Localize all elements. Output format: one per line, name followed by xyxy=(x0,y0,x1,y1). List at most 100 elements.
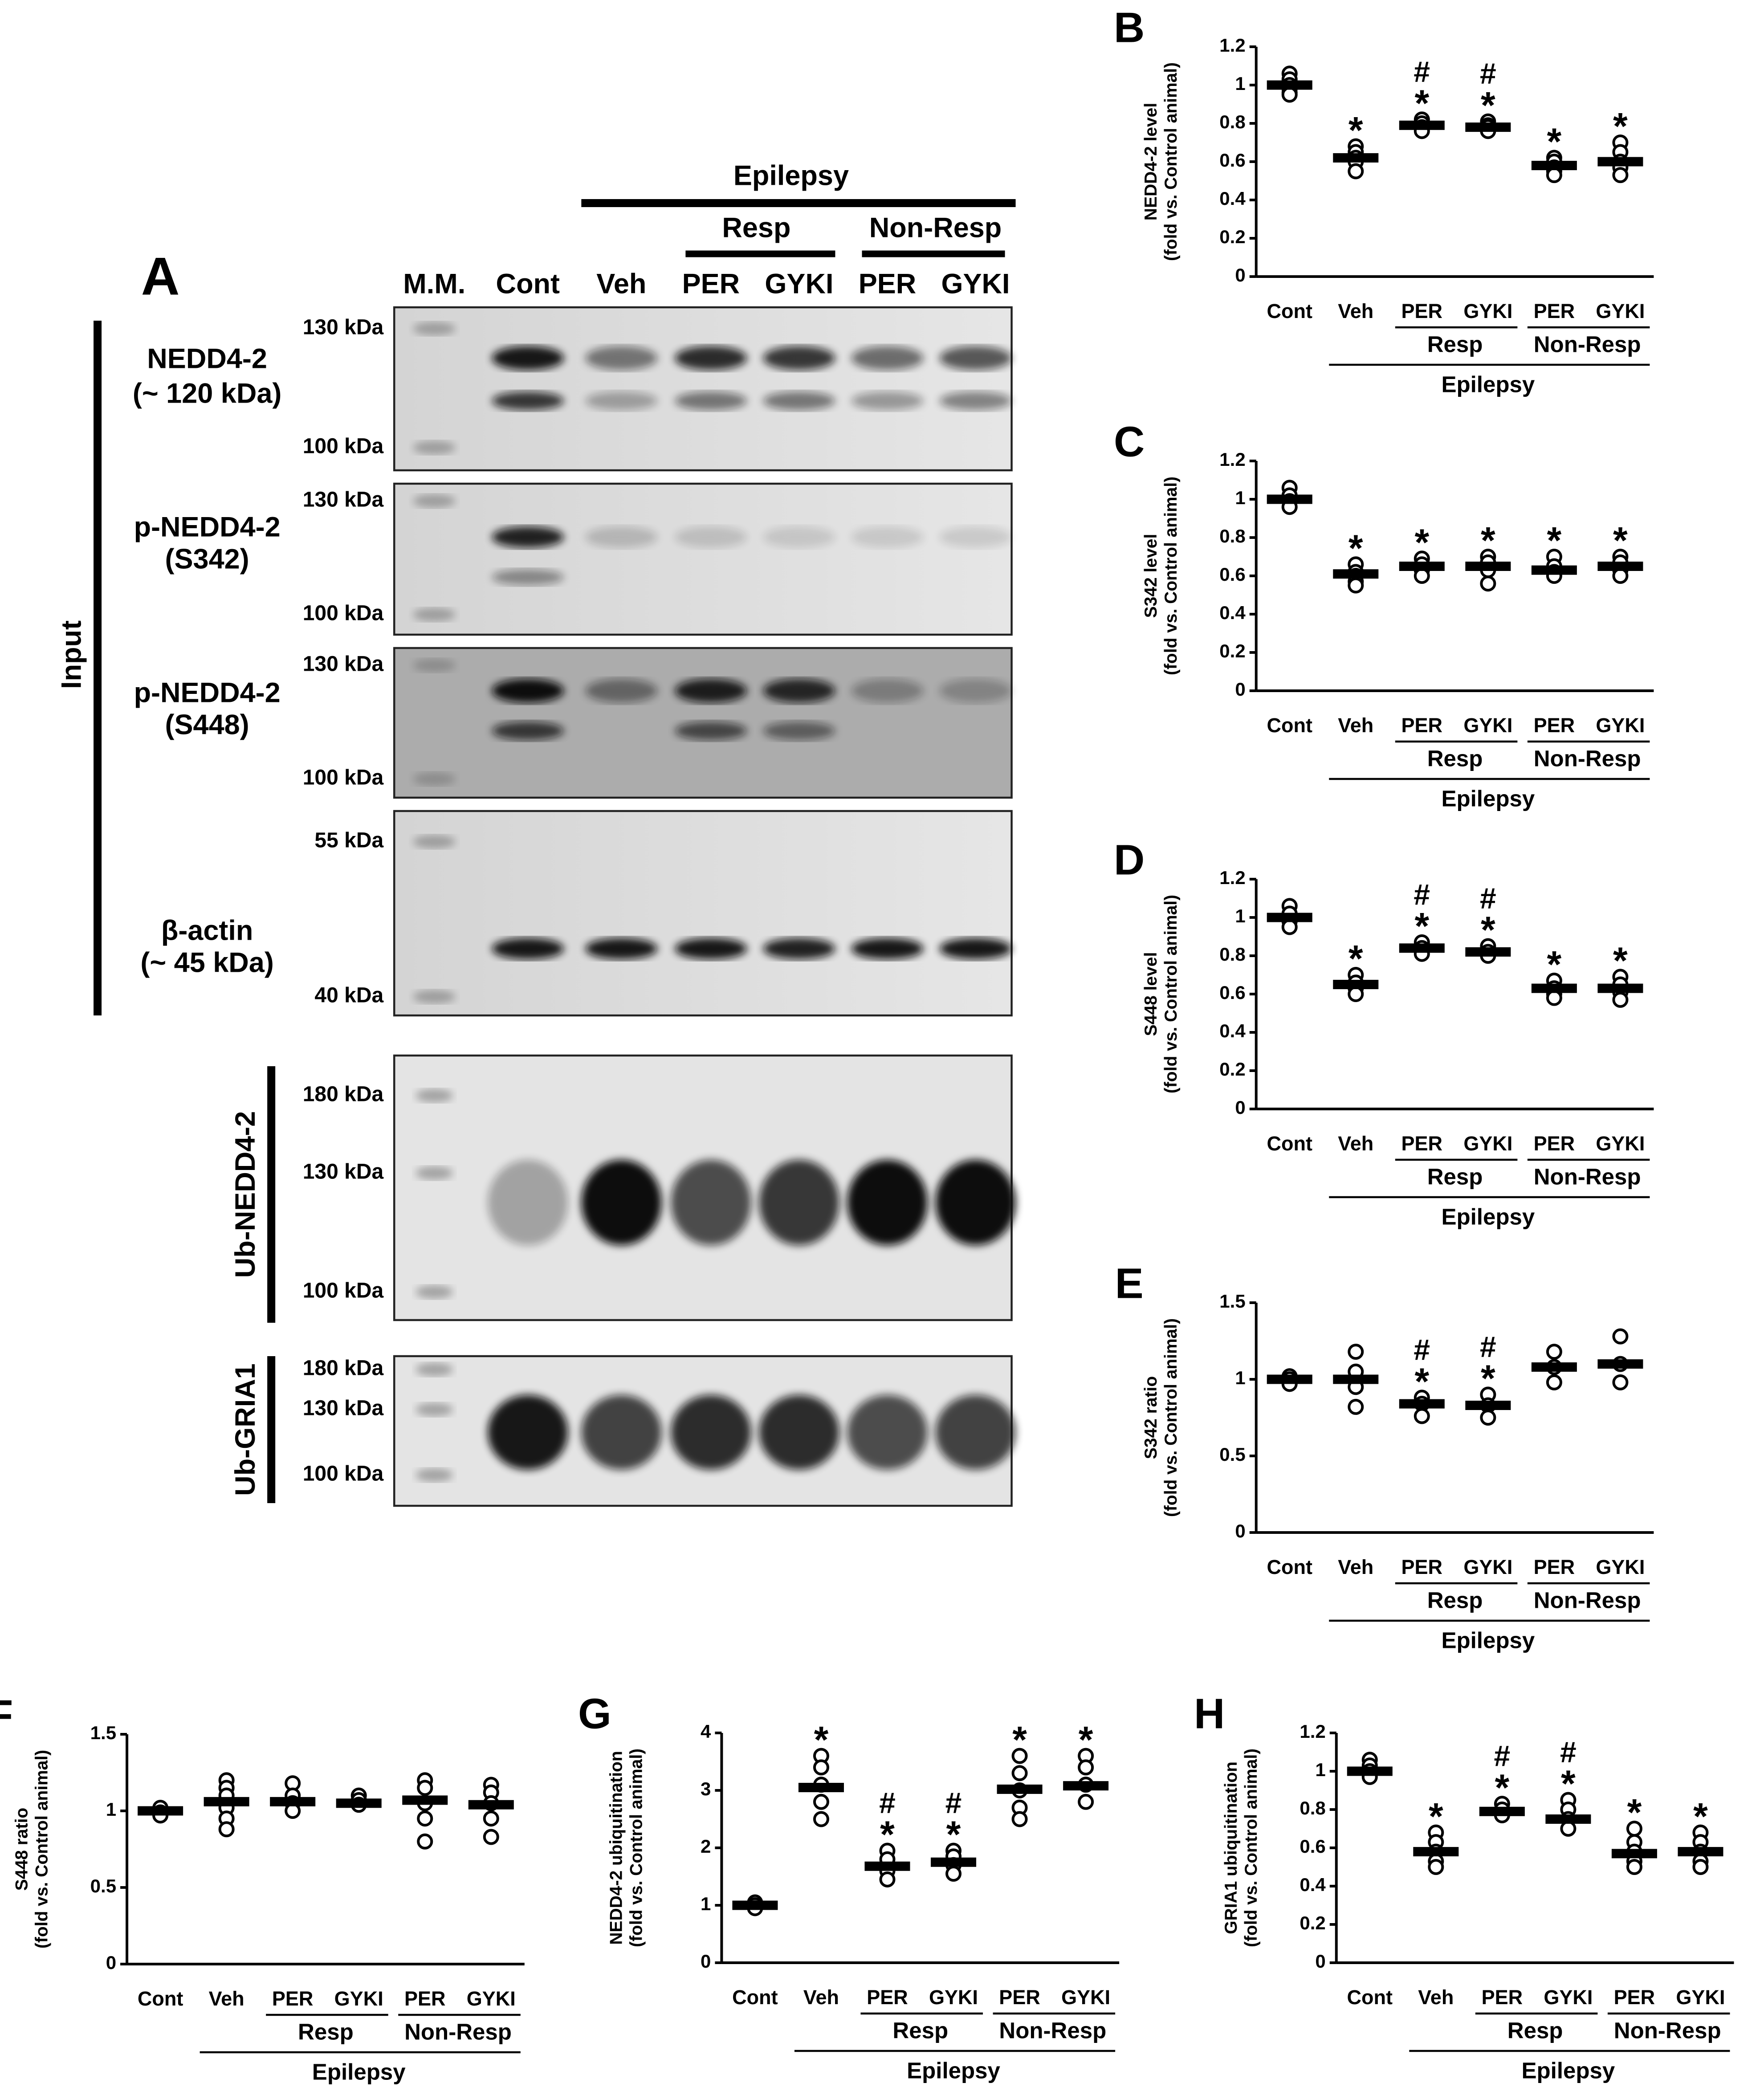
subgroup-label: Resp xyxy=(722,212,790,244)
group-label: Epilepsy xyxy=(1521,2058,1615,2083)
y-tick-label: 1 xyxy=(1315,1759,1325,1780)
y-tick-label: 0.8 xyxy=(1219,111,1245,132)
y-axis-label: (fold vs. Control animal) xyxy=(1161,62,1181,261)
protein-band xyxy=(585,391,658,410)
x-tick-label: GYKI xyxy=(1596,300,1645,322)
significance-star: * xyxy=(1495,1766,1509,1808)
row-label: p-NEDD4-2 xyxy=(134,512,281,543)
smear-band xyxy=(847,1395,928,1470)
protein-band xyxy=(585,938,658,959)
x-tick-label: GYKI xyxy=(1463,300,1512,322)
x-tick-label: PER xyxy=(404,1987,446,2010)
significance-hash: # xyxy=(1560,1736,1577,1769)
mean-bar xyxy=(1399,943,1445,953)
protein-band xyxy=(675,679,747,703)
significance-star: * xyxy=(1414,1360,1429,1402)
protein-band xyxy=(675,391,747,410)
group-label: Epilepsy xyxy=(1441,1204,1535,1229)
data-point xyxy=(1428,1859,1444,1875)
marker-band xyxy=(416,1089,453,1102)
mean-bar xyxy=(1597,157,1643,167)
x-tick-label: GYKI xyxy=(1676,1986,1725,2009)
marker-band xyxy=(413,608,456,621)
x-tick-label: PER xyxy=(867,1986,908,2009)
marker-label: 130 kDa xyxy=(303,1160,384,1184)
x-tick-label: GYKI xyxy=(467,1987,516,2010)
subgroup-label: Non-Resp xyxy=(1534,1587,1641,1613)
significance-star: * xyxy=(814,1719,829,1761)
x-tick-label: PER xyxy=(1534,1556,1575,1578)
marker-label: 55 kDa xyxy=(314,829,383,852)
marker-label: 130 kDa xyxy=(303,316,384,339)
subgroup-label: Resp xyxy=(1427,1164,1483,1189)
panel-letter: F xyxy=(0,1691,13,1739)
row-label: NEDD4-2 xyxy=(147,343,267,375)
x-tick-label: Veh xyxy=(209,1987,244,2010)
data-point xyxy=(945,1866,962,1882)
data-point xyxy=(218,1821,235,1838)
x-tick-label: Cont xyxy=(138,1987,183,2010)
significance-star: * xyxy=(1414,82,1429,124)
marker-band xyxy=(413,659,456,672)
x-tick-label: Cont xyxy=(1347,1986,1393,2009)
mean-bar xyxy=(1531,983,1577,993)
subgroup-label: Non-Resp xyxy=(999,2018,1106,2043)
significance-star: * xyxy=(1547,121,1562,163)
y-tick-label: 0.8 xyxy=(1300,1798,1325,1818)
y-axis-label: GRIA1 ubiquitination xyxy=(1222,1761,1241,1934)
x-tick-label: GYKI xyxy=(929,1986,978,2009)
marker-label: 100 kDa xyxy=(303,1279,384,1303)
significance-hash: # xyxy=(1414,878,1430,911)
x-tick-label: PER xyxy=(1534,300,1575,322)
marker-label: 180 kDa xyxy=(303,1083,384,1106)
y-tick-label: 1 xyxy=(106,1799,116,1820)
marker-band xyxy=(413,772,456,786)
significance-hash: # xyxy=(1480,57,1496,90)
smear-band xyxy=(935,1395,1016,1470)
row-label: Ub-GRIA1 xyxy=(230,1363,261,1496)
y-tick-label: 0 xyxy=(1235,265,1245,285)
significance-star: * xyxy=(1348,938,1363,979)
x-tick-label: PER xyxy=(1401,1132,1443,1155)
x-tick-label: Cont xyxy=(732,1986,778,2009)
x-tick-label: GYKI xyxy=(1596,1556,1645,1578)
mean-bar xyxy=(1465,947,1511,957)
subgroup-label: Resp xyxy=(1427,746,1483,771)
y-tick-label: 0 xyxy=(1235,1097,1245,1118)
row-label: Ub-NEDD4-2 xyxy=(230,1111,261,1278)
y-axis-label: NEDD4-2 level xyxy=(1141,103,1161,220)
data-point xyxy=(1414,568,1430,584)
group-label: Epilepsy xyxy=(1441,786,1535,811)
panel-letter: A xyxy=(141,247,180,306)
x-tick-label: Veh xyxy=(1338,1556,1373,1578)
x-tick-label: GYKI xyxy=(1596,1132,1645,1155)
x-tick-label: PER xyxy=(1401,300,1443,322)
y-tick-label: 0.5 xyxy=(90,1875,116,1896)
marker-label: 130 kDa xyxy=(303,488,384,512)
mean-bar xyxy=(1267,80,1312,90)
x-tick-label: PER xyxy=(1534,1132,1575,1155)
mean-bar xyxy=(1399,1399,1445,1409)
protein-band xyxy=(585,526,658,548)
significance-star: * xyxy=(1348,527,1363,569)
x-tick-label: Veh xyxy=(1338,1132,1373,1155)
y-tick-label: 3 xyxy=(701,1778,711,1799)
mean-bar xyxy=(138,1806,183,1816)
data-point xyxy=(1480,575,1496,592)
significance-star: * xyxy=(1481,1357,1495,1399)
mean-bar xyxy=(1333,980,1379,989)
panel-letter: D xyxy=(1114,836,1145,884)
subgroup-label: Resp xyxy=(1507,2018,1563,2043)
y-tick-label: 1 xyxy=(1235,905,1245,926)
panel-letter: C xyxy=(1114,418,1145,465)
data-point xyxy=(1692,1859,1709,1875)
smear-band xyxy=(671,1160,751,1245)
x-tick-label: GYKI xyxy=(1463,1132,1512,1155)
x-tick-label: PER xyxy=(999,1986,1040,2009)
x-tick-label: Cont xyxy=(1267,1556,1312,1578)
data-point xyxy=(1560,1820,1577,1837)
y-axis-label: (fold vs. Control animal) xyxy=(627,1749,646,1947)
data-point xyxy=(1281,919,1298,935)
x-tick-label: GYKI xyxy=(1463,714,1512,737)
x-tick-label: GYKI xyxy=(334,1987,383,2010)
